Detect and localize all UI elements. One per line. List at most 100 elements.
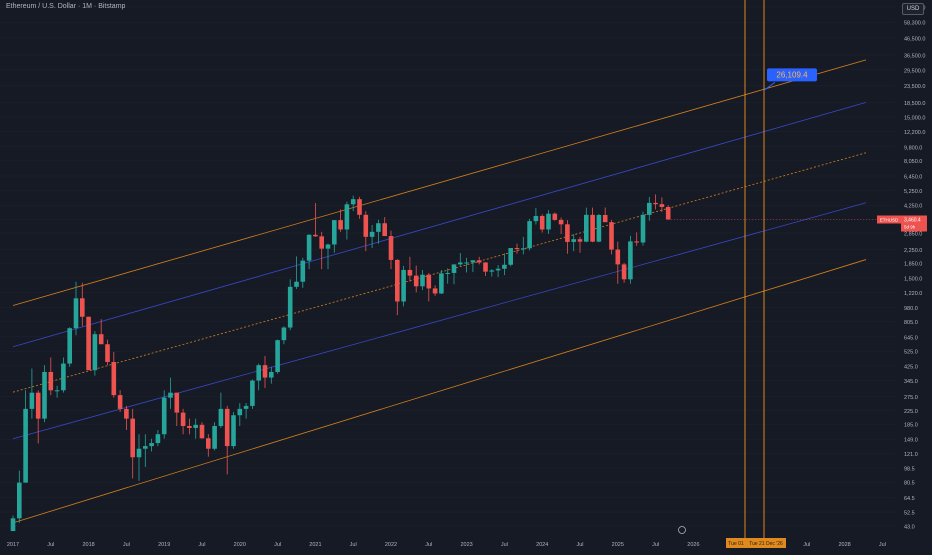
last-price-badge: [901, 215, 927, 232]
candle-body: [61, 363, 66, 391]
candle-body: [476, 260, 482, 263]
x-tick-label: 2021: [309, 542, 321, 548]
candle-body: [382, 223, 387, 237]
candle-body: [313, 234, 318, 237]
candle-body: [577, 239, 583, 242]
candle-body: [124, 408, 129, 419]
candle-body: [628, 241, 633, 280]
x-tick-label: Jul: [879, 542, 886, 548]
candle-body: [218, 408, 224, 426]
candle-body: [621, 264, 627, 280]
y-tick-label: 2,250.0: [904, 248, 922, 254]
candle-body: [199, 424, 205, 439]
candle-body: [615, 249, 621, 265]
projection-callout-label: 26,109.4: [776, 70, 808, 79]
x-tick-label: Jul: [501, 542, 508, 548]
candle-body: [533, 215, 539, 222]
candle-body: [294, 281, 299, 287]
y-tick-label: 225.0: [904, 409, 918, 415]
candle-body: [344, 204, 350, 230]
candle-body: [130, 418, 135, 458]
x-tick-label: 2026: [687, 542, 699, 548]
candle-body: [584, 214, 589, 242]
x-tick-label: Jul: [47, 542, 54, 548]
candle-body: [489, 270, 495, 272]
candle-body: [350, 199, 356, 205]
candle-body: [149, 443, 154, 447]
y-tick-label: 43.0: [904, 525, 915, 531]
candle-body: [86, 316, 91, 371]
candle-body: [376, 223, 381, 232]
y-tick-label: 4,250.0: [904, 204, 922, 210]
candle-body: [23, 408, 28, 483]
x-tick-label: Jul: [652, 542, 659, 548]
y-tick-label: 980.0: [904, 306, 918, 312]
last-price-countdown: 5d 9h: [904, 224, 916, 229]
candle-body: [168, 392, 173, 398]
x-tick-label: 2017: [7, 542, 19, 548]
candle-body: [338, 220, 343, 230]
currency-selector[interactable]: USD: [902, 3, 924, 15]
date-marker-label: Tue 01: [728, 541, 744, 547]
x-tick-label: Jul: [198, 542, 205, 548]
y-tick-label: 80.5: [904, 481, 915, 487]
candle-body: [483, 262, 488, 272]
candle-body: [552, 213, 558, 220]
y-tick-label: 23,500.0: [904, 84, 925, 90]
candle-body: [180, 412, 186, 426]
candle-body: [401, 269, 406, 302]
candle-body: [98, 334, 104, 345]
x-tick-label: 2023: [460, 542, 472, 548]
x-tick-label: 2020: [234, 542, 246, 548]
x-tick-label: Jul: [350, 542, 357, 548]
x-tick-label: Jul: [576, 542, 583, 548]
candle-body: [445, 272, 450, 274]
symbol-badge: [877, 215, 901, 224]
candle-body: [306, 234, 312, 261]
y-tick-label: 1,220.0: [904, 291, 922, 297]
y-tick-label: 425.0: [904, 364, 918, 370]
candle-body: [105, 344, 110, 362]
y-tick-label: 64.5: [904, 496, 915, 502]
y-tick-label: 15,000.0: [904, 116, 925, 122]
candle-body: [187, 425, 192, 428]
candle-body: [174, 392, 180, 413]
candle-body: [502, 264, 507, 269]
candle-body: [212, 425, 217, 449]
candle-body: [590, 214, 595, 242]
x-tick-label: Jul: [123, 542, 130, 548]
candle-body: [521, 248, 526, 250]
candle-body: [464, 262, 469, 264]
y-tick-label: 185.0: [904, 423, 918, 429]
y-tick-label: 46,500.0: [904, 37, 925, 43]
channel-outer-lower: [12, 259, 867, 524]
y-tick-label: 8,050.0: [904, 159, 922, 165]
candle-body: [54, 390, 60, 392]
x-tick-label: 2024: [536, 542, 548, 548]
candle-body: [602, 215, 608, 223]
candle-body: [388, 236, 394, 260]
candle-body: [29, 392, 35, 409]
date-marker-badge: [746, 538, 786, 548]
candle-body: [143, 446, 148, 449]
candle-body: [136, 448, 142, 458]
date-marker-badge: [726, 538, 746, 548]
candle-body: [495, 268, 501, 271]
candle-body: [596, 215, 602, 242]
candle-body: [546, 213, 551, 230]
x-tick-label: 2018: [82, 542, 94, 548]
y-tick-label: 275.0: [904, 395, 918, 401]
candle-body: [659, 204, 665, 207]
candle-body: [407, 269, 413, 276]
candle-body: [539, 215, 545, 230]
y-tick-label: 1,850.0: [904, 262, 922, 268]
x-tick-label: 2019: [158, 542, 170, 548]
candle-body: [640, 214, 646, 243]
y-tick-label: 5,250.0: [904, 189, 922, 195]
candle-body: [42, 371, 47, 419]
callout-pointer: [763, 81, 776, 91]
y-tick-label: 525.0: [904, 350, 918, 356]
candle-body: [508, 248, 513, 265]
